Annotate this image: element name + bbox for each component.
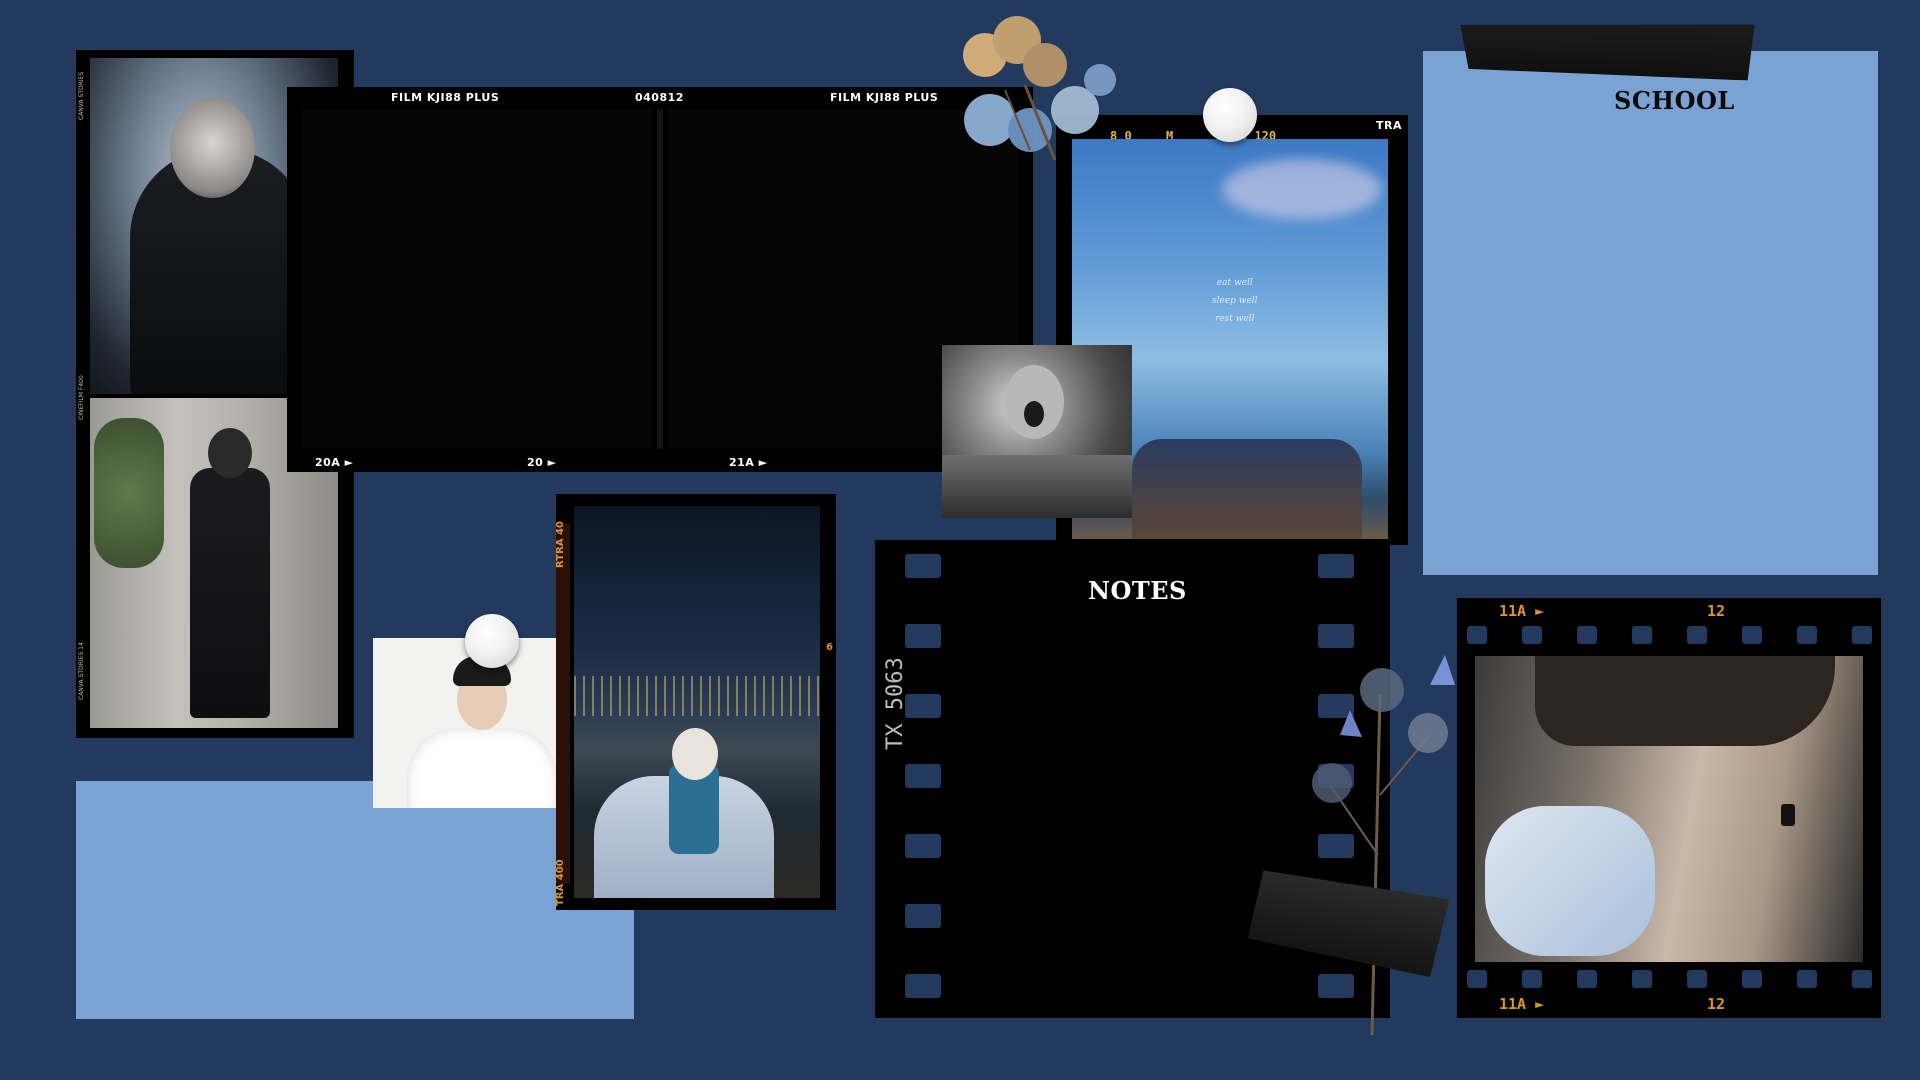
hair-shape [1535,656,1835,746]
side-text: CINEFILM F400 [78,375,85,420]
water-shape [942,455,1132,518]
mouth-shape [1024,401,1044,427]
school-title: SCHOOL [1614,86,1735,115]
suit-figure [190,468,270,718]
photo-night-city [574,506,820,898]
sky-caption: eat well sleep well rest well [1212,278,1258,324]
side-text: CANVA STORIES 14 [78,642,85,700]
school-panel [1423,51,1878,575]
shirt-shape [407,728,557,808]
strip-side-text: CANVA STORIES CINEFILM F400 CANVA STORIE… [78,60,88,720]
city-lights [574,676,820,716]
thistle-flower-icon [1312,655,1455,1036]
notes-title: NOTES [1088,576,1187,605]
contact-film-frame: FILM KJI88 PLUS 040812 FILM KJI88 PLUS 2… [287,87,1033,472]
film-label: 12 [1707,602,1726,620]
pushpin-icon [1203,88,1257,142]
side-text: TRA 400 [555,859,566,906]
photo-grayscale-swimmer [942,345,1132,518]
person-head [672,728,718,780]
bottom-left-panel [76,781,634,1019]
night-photo-frame: RTRA 40 TRA 400 6 [555,494,836,910]
film-label: 21A ► [729,456,768,469]
side-text: 6 [826,642,833,653]
film-label: 11A ► [1499,995,1545,1013]
photo-sky-ocean-group: eat well sleep well rest well [1072,139,1388,539]
film-frame-divider [657,109,663,449]
hand-shape [1485,806,1655,956]
portrait-film-frame: 11A ► 12 11A ► 12 [1457,598,1881,1018]
film-label: 12 [1707,995,1726,1013]
film-edge [556,524,570,884]
pushpin-icon [465,614,519,668]
photo-white-shirt-portrait [373,638,591,808]
film-label: FILM KJI88 PLUS [830,91,939,104]
dried-flower-icon [963,16,1116,161]
side-text: CANVA STORIES [78,71,85,120]
photo-portrait-closeup [1475,656,1863,962]
group-figures [1132,439,1362,539]
film-label: FILM KJI88 PLUS [391,91,500,104]
film-code: TX 5063 [883,657,908,750]
earring [1781,804,1795,826]
film-label: 040812 [635,91,684,104]
plant-decoration [94,418,164,568]
film-label: 20A ► [315,456,354,469]
cloud-shape [1222,159,1382,219]
film-label: 20 ► [527,456,557,469]
face-shape [208,428,252,478]
film-label: TRA [1376,119,1402,132]
film-label: M [1166,129,1174,143]
film-frame-left [301,109,653,449]
sky-photo-frame: 8 0 M 8 120 TRA eat well sleep well rest… [1056,115,1408,545]
side-text: RTRA 40 [555,521,566,568]
notes-film-strip: TX 5063 NOTES [875,540,1390,1018]
face-shape [170,98,255,198]
film-label: 11A ► [1499,602,1545,620]
photo-man-in-suit [90,398,338,728]
